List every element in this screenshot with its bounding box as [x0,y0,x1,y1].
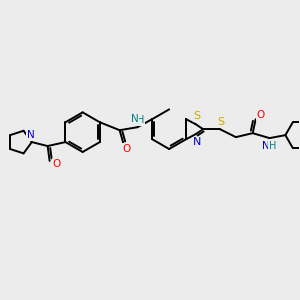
Text: H: H [137,115,144,125]
Text: N: N [193,137,201,147]
Text: N: N [262,141,269,151]
Text: O: O [52,159,61,169]
Text: S: S [193,111,200,121]
Text: O: O [256,110,265,120]
Text: N: N [27,130,35,140]
Text: N: N [130,114,138,124]
Text: H: H [269,141,276,151]
Text: O: O [122,144,131,154]
Text: S: S [218,117,224,127]
